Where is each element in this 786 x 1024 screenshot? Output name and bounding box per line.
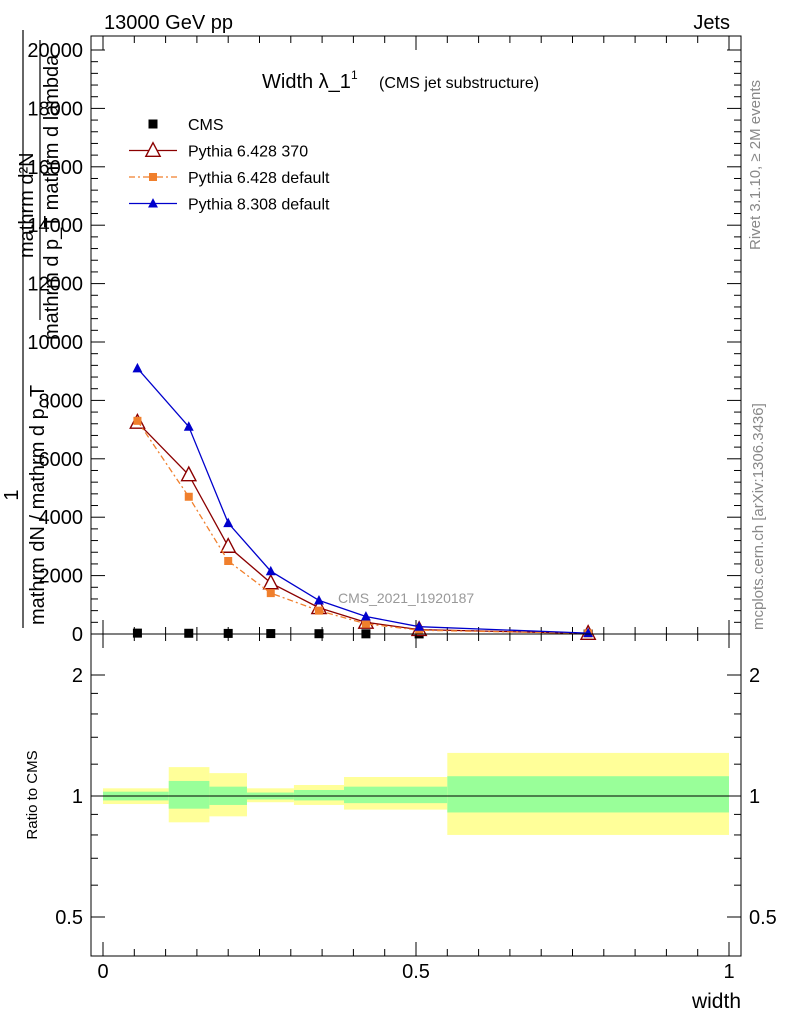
- legend-marker: [144, 141, 162, 158]
- main-y-tick-label: 10000: [27, 332, 83, 354]
- ratio-y-tick-label-right: 1: [749, 786, 760, 808]
- ratio-x-tick-label: 0: [97, 961, 108, 983]
- data-point: [361, 619, 370, 628]
- ratio-bands: [103, 752, 729, 835]
- legend-label: Pythia 8.308 default: [188, 197, 330, 214]
- data-point: [266, 589, 275, 598]
- ratio-inner-band: [293, 789, 345, 801]
- legend-label: Pythia 6.428 default: [188, 170, 330, 187]
- chart-title: Width λ_11: [262, 68, 358, 93]
- rivet-label: Rivet 3.1.10, ≥ 2M events: [747, 80, 764, 250]
- ratio-x-ticks: 0 0.5 1: [97, 634, 735, 983]
- data-point: [183, 421, 194, 431]
- data-point: [583, 627, 594, 638]
- ratio-inner-band: [344, 786, 448, 804]
- ratio-y-tick-label-right: 0.5: [749, 907, 777, 929]
- main-y-tick-label: 14000: [27, 215, 83, 237]
- series-3: [132, 362, 594, 638]
- main-x-ticks: [102, 36, 730, 634]
- data-point: [223, 628, 233, 638]
- data-point: [184, 492, 193, 501]
- main-y-tick-label: 18000: [27, 98, 83, 120]
- legend-item: CMS: [148, 117, 224, 134]
- main-y-tick-label: 6000: [39, 449, 84, 471]
- data-point: [360, 611, 371, 621]
- legend-label: CMS: [188, 117, 224, 134]
- watermark: CMS_2021_I1920187: [338, 590, 474, 606]
- main-y-tick-label: 8000: [39, 390, 84, 412]
- chart-title-main: Width λ_1: [262, 71, 351, 93]
- series-line: [136, 421, 589, 635]
- header-left: 13000 GeV pp: [104, 12, 233, 34]
- main-y-tick-label: 2000: [39, 566, 84, 588]
- legend-marker: [148, 119, 158, 129]
- data-point: [184, 628, 194, 638]
- data-point: [180, 465, 198, 482]
- data-point: [219, 537, 237, 553]
- ratio-y-tick-label: 1: [72, 786, 83, 808]
- series-line: [136, 420, 589, 635]
- ratio-panel: 0.5 0.51 12 2 0 0.5 1 Ratio to CMS width: [24, 633, 777, 1013]
- ratio-y-tick-label-right: 2: [749, 665, 760, 687]
- ylabel-prefix-denominator: mathrm dN / mathrm d p_T: [27, 385, 49, 625]
- data-point: [223, 517, 234, 528]
- ratio-inner-band: [447, 776, 729, 813]
- data-point: [132, 628, 142, 638]
- legend: CMS Pythia 6.428 370 Pythia 6.428 default P…: [129, 117, 330, 214]
- legend-label: Pythia 6.428 370: [188, 144, 308, 161]
- header-right: Jets: [693, 12, 730, 34]
- ratio-y-tick-label: 0.5: [55, 907, 83, 929]
- main-y-tick-label: 0: [72, 624, 83, 646]
- ratio-y-tick-label: 2: [72, 665, 83, 687]
- ratio-y-ticks: 0.5 0.5 1 1 2 2: [55, 665, 777, 929]
- ratio-x-tick-label: 1: [723, 961, 734, 983]
- data-point: [314, 595, 324, 605]
- ylabel-denominator: mathrm d p_T mathrm d lambda: [41, 54, 63, 340]
- data-point: [224, 557, 233, 565]
- main-y-tick-label: 4000: [39, 507, 84, 529]
- legend-marker: [149, 173, 157, 181]
- data-point: [262, 573, 280, 590]
- data-point: [265, 565, 276, 576]
- ratio-inner-band: [168, 780, 210, 809]
- legend-item: Pythia 6.428 370: [129, 141, 308, 161]
- main-y-tick-label: 20000: [27, 40, 83, 62]
- ylabel-prefix-numerator: 1: [1, 489, 23, 500]
- legend-marker: [148, 198, 158, 208]
- ratio-x-tick-label: 0.5: [402, 961, 430, 983]
- data-point: [314, 606, 323, 615]
- mcplots-label: mcplots.cern.ch [arXiv:1306.3436]: [750, 403, 767, 630]
- main-panel: 0 2000 4000 6000 8000 10000 12000 14000 16000 180…: [1, 30, 742, 646]
- data-point: [132, 362, 143, 373]
- main-y-tick-label: 16000: [27, 157, 83, 179]
- chart-subtitle: (CMS jet substructure): [379, 75, 539, 92]
- main-y-tick-label: 12000: [27, 274, 83, 296]
- ylabel-numerator: mathrm d²N: [16, 152, 38, 258]
- chart-title-sup: 1: [351, 68, 358, 82]
- ratio-ylabel: Ratio to CMS: [24, 750, 41, 839]
- legend-item: Pythia 6.428 default: [129, 170, 330, 187]
- xlabel: width: [691, 990, 741, 1013]
- series-line: [136, 367, 589, 634]
- data-point: [414, 621, 425, 631]
- data-point: [133, 416, 142, 425]
- main-y-ticks: 0 2000 4000 6000 8000 10000 12000 14000 16000 180…: [27, 40, 741, 646]
- legend-item: Pythia 8.308 default: [129, 197, 330, 214]
